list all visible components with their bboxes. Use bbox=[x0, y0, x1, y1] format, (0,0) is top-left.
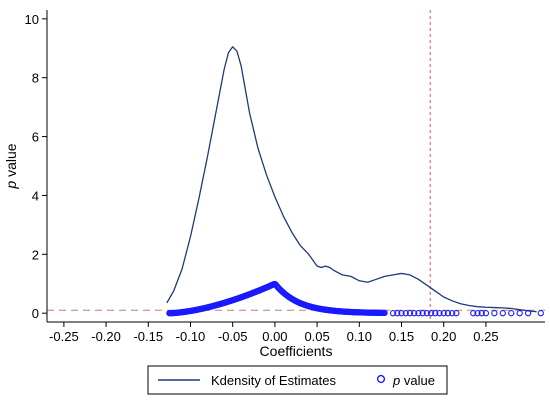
y-tick-label: 2 bbox=[32, 247, 39, 262]
legend-marker-swatch bbox=[376, 374, 386, 384]
y-tick-label: 0 bbox=[32, 306, 39, 321]
pvalue-point bbox=[415, 310, 422, 317]
legend-label-pvalue-italic: p bbox=[392, 373, 400, 388]
legend-label-pvalue: p value bbox=[392, 373, 435, 388]
x-axis-ticks: -0.25 -0.20 -0.15 -0.10 -0.05 0.00 0.05 0.10 0.1… bbox=[49, 322, 499, 344]
x-tick-label: -0.05 bbox=[218, 329, 248, 344]
x-tick-label: 0.00 bbox=[262, 329, 287, 344]
pvalue-point bbox=[516, 310, 523, 317]
pvalue-point bbox=[453, 310, 460, 317]
pvalue-point bbox=[474, 310, 481, 317]
pvalue-point bbox=[444, 310, 452, 317]
x-tick-label: 0.10 bbox=[347, 329, 372, 344]
density-line bbox=[166, 46, 537, 313]
pvalue-point bbox=[423, 310, 430, 317]
y-axis-title-italic: p bbox=[3, 181, 19, 190]
legend: Kdensity of Estimates p value bbox=[147, 365, 448, 395]
pvalue-point bbox=[524, 310, 532, 317]
x-tick-label: 0.15 bbox=[389, 329, 414, 344]
y-tick-label: 6 bbox=[32, 130, 39, 145]
y-tick-label: 4 bbox=[32, 188, 39, 203]
pvalue-point bbox=[508, 310, 515, 317]
pvalue-point bbox=[482, 310, 490, 317]
pvalue-point bbox=[394, 310, 401, 317]
y-axis-title-rest: value bbox=[3, 143, 19, 181]
x-tick-label: -0.20 bbox=[91, 329, 121, 344]
pvalue-point bbox=[436, 310, 443, 317]
reference-lines bbox=[47, 10, 545, 322]
pvalue-point bbox=[427, 310, 435, 317]
pvalue-point bbox=[411, 310, 418, 317]
x-tick-label: 0.25 bbox=[473, 329, 498, 344]
pvalue-series bbox=[166, 280, 544, 317]
x-tick-label: 0.20 bbox=[431, 329, 456, 344]
pvalue-point bbox=[406, 310, 414, 317]
x-tick-label: -0.15 bbox=[133, 329, 163, 344]
pvalue-point bbox=[491, 310, 498, 317]
x-axis-title: Coefficients bbox=[260, 343, 333, 359]
y-axis-ticks: 0 2 4 6 8 10 bbox=[25, 12, 47, 321]
pvalue-point bbox=[440, 310, 447, 317]
legend-label-density: Kdensity of Estimates bbox=[211, 373, 336, 388]
x-tick-label: 0.05 bbox=[304, 329, 329, 344]
axes bbox=[46, 10, 545, 323]
pvalue-point bbox=[381, 309, 388, 317]
x-tick-label: -0.10 bbox=[176, 329, 206, 344]
legend-label-pvalue-rest: value bbox=[400, 373, 435, 388]
density-series bbox=[166, 46, 537, 313]
y-tick-label: 8 bbox=[32, 71, 39, 86]
pvalue-point bbox=[478, 310, 485, 317]
pvalue-point bbox=[537, 310, 544, 317]
pvalue-point bbox=[499, 310, 506, 317]
pvalue-point bbox=[470, 310, 477, 317]
pvalue-point bbox=[432, 310, 439, 317]
pvalue-point bbox=[389, 310, 397, 317]
pvalue-point bbox=[419, 310, 426, 317]
pvalue-point bbox=[402, 310, 409, 317]
y-axis-title: p value bbox=[3, 143, 19, 189]
x-tick-label: -0.25 bbox=[49, 329, 79, 344]
pvalue-point bbox=[448, 310, 456, 317]
pvalue-point bbox=[398, 310, 405, 317]
y-tick-label: 10 bbox=[25, 12, 39, 27]
